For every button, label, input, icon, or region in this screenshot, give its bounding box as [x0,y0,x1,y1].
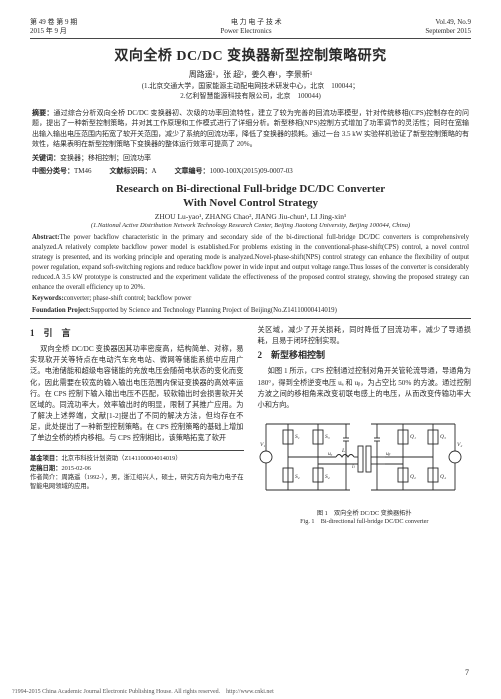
lbl-v2: V₂ [457,442,462,448]
lbl-L: L [341,448,345,454]
lbl-ua: uₐ [328,451,333,457]
fig1-cap-cn: 图 1 双向全桥 DC/DC 变换器拓扑 [258,510,472,518]
fund-cn-text: 北京市科技计划资助（Z141100004014019） [61,455,181,462]
classification-row: 中图分类号：TM46 文献标识码：A 文章编号：1000-100X(2015)0… [32,166,469,176]
header-journal-cn: 电 力 电 子 技 术 [77,18,435,27]
sec1-p2: 关区域，减少了开关损耗，同时降低了回流功率，减少了导通损耗，且易于闭环控制实现。 [258,325,472,347]
title-en-2: With Novel Control Strategy [30,196,471,210]
authors-cn: 周路遥¹，张 超²，姜久春¹，李景新¹ [30,69,471,80]
abstract-cn-label: 摘要： [32,109,54,117]
keywords-en: Keywords:converter; phase-shift control;… [32,294,469,304]
doc-code-val: A [152,167,157,175]
body-columns: 1 引 言 双向全桥 DC/DC 变换器因其功率密度高，结构简单、对称，易实现软… [30,325,471,526]
lbl-ub: uᵦ [386,451,391,457]
affil-cn-2: 2.亿利智慧能源科技有限公司，北京 100044) [30,92,471,102]
lbl-q3: Q₃ [440,434,446,440]
abs-en-label: Abstract: [32,234,60,241]
kw-cn-label: 关键词： [32,154,60,162]
col-left: 1 引 言 双向全桥 DC/DC 变换器因其功率密度高，结构简单、对称，易实现软… [30,325,244,526]
affil-cn-1: (1.北京交通大学，国家能源主动配电网技术研发中心，北京 100044； [30,82,471,92]
lbl-q2: Q₂ [410,474,416,480]
page: 第 49 卷 第 9 期 电 力 电 子 技 术 Vol.49, No.9 20… [0,0,501,699]
clc-val: TM46 [74,167,92,175]
date-label: 定稿日期： [30,465,61,472]
fund-en-text: Supported by Science and Technology Plan… [91,307,337,314]
article-no: 文章编号：1000-100X(2015)09-0007-03 [175,166,293,176]
body-rule [30,318,471,319]
title-en: Research on Bi-directional Full-bridge D… [30,182,471,211]
doc-code: 文献标识码：A [110,166,157,176]
header-date-cn: 2015 年 9 月 [30,27,67,36]
footer: ?1994-2015 China Academic Journal Electr… [0,686,501,695]
col-right: 关区域，减少了开关损耗，同时降低了回流功率，减少了导通损耗，且易于闭环控制实现。… [258,325,472,526]
sec1-title: 1 引 言 [30,327,244,341]
date-val: 2015-02-06 [61,465,90,472]
article-no-val: 1000-100X(2015)09-0007-03 [210,167,293,175]
title-en-1: Research on Bi-directional Full-bridge D… [30,182,471,196]
lbl-v1: V₁ [260,442,265,448]
kw-cn-text: 变换器；移相控制；回流功率 [60,154,151,162]
header-journal-en: Power Electronics [67,27,426,36]
date-received: 定稿日期：2015-02-06 [30,464,244,473]
kw-en-label: Keywords: [32,295,64,302]
clc-label: 中图分类号： [32,167,74,175]
fig1-caption: 图 1 双向全桥 DC/DC 变换器拓扑 Fig. 1 Bi-direction… [258,510,472,526]
lbl-q1: Q₁ [410,434,416,440]
affil-en: (1.National Active Distribution Network … [30,222,471,229]
authors-en: ZHOU Lu-yao¹, ZHANG Chao², JIANG Jiu-chu… [30,212,471,221]
header-row-2: 2015 年 9 月 Power Electronics September 2… [30,27,471,36]
header-vol-en: Vol.49, No.9 [435,18,471,27]
lbl-q4: Q₄ [440,474,446,480]
abstract-cn-text: 通过综合分析双向全桥 DC/DC 变换器初、次级的功率回流特性，建立了较为完善的… [32,109,469,149]
lbl-s3: S₃ [325,434,330,440]
clc: 中图分类号：TM46 [32,166,92,176]
header-row-1: 第 49 卷 第 9 期 电 力 电 子 技 术 Vol.49, No.9 [30,18,471,27]
abstract-cn: 摘要：通过综合分析双向全桥 DC/DC 变换器初、次级的功率回流特性，建立了较为… [32,108,469,150]
fig1-cap-en: Fig. 1 Bi-directional full-bridge DC/DC … [258,518,472,526]
lbl-s1: S₁ [295,434,300,440]
foundation-en: Foundation Project:Supported by Science … [32,306,469,316]
fund-en-label: Foundation Project: [32,307,91,314]
page-number: 7 [465,668,469,677]
header-vol-cn: 第 49 卷 第 9 期 [30,18,77,27]
abs-en-text: The power backflow characteristic in the… [32,234,469,290]
kw-en-text: converter; phase-shift control; backflow… [64,295,192,302]
doc-code-label: 文献标识码： [110,167,152,175]
sec2-p1: 如图 1 所示，CPS 控制通过控制对角开关管轮流导通，导通角为 180°，得到… [258,366,472,411]
header-date-en: September 2015 [425,27,471,36]
sec2-title: 2 新型移相控制 [258,349,472,363]
article-no-label: 文章编号： [175,167,210,175]
fund-cn-label: 基金项目： [30,455,61,462]
lbl-s4: S₄ [325,474,330,480]
sec1-p1: 双向全桥 DC/DC 变换器因其功率密度高，结构简单、对称，易实现软开关等特点在… [30,344,244,444]
figure-1: V₁ V₂ S₁ S₃ S₂ S₄ Q₁ Q₃ Q₂ Q₄ L uₐ uᵦ iₗ [258,412,472,526]
fund-cn: 基金项目：北京市科技计划资助（Z141100004014019） [30,454,244,463]
lbl-s2: S₂ [295,474,300,480]
keywords-cn: 关键词：变换器；移相控制；回流功率 [32,153,469,163]
footnote-box: 基金项目：北京市科技计划资助（Z141100004014019） 定稿日期：20… [30,450,244,491]
header-rule [30,38,471,39]
abstract-en: Abstract:The power backflow characterist… [32,233,469,292]
lbl-il: iₗ [352,464,356,470]
circuit-diagram: V₁ V₂ S₁ S₃ S₂ S₄ Q₁ Q₃ Q₂ Q₄ L uₐ uᵦ iₗ [258,412,463,504]
author-bio: 作者简介：周路遥（1992-），男，浙江绍兴人，硕士，研究方向为电力电子在智能电… [30,473,244,491]
title-cn: 双向全桥 DC/DC 变换器新型控制策略研究 [30,45,471,65]
affiliations-cn: (1.北京交通大学，国家能源主动配电网技术研发中心，北京 100044； 2.亿… [30,82,471,102]
